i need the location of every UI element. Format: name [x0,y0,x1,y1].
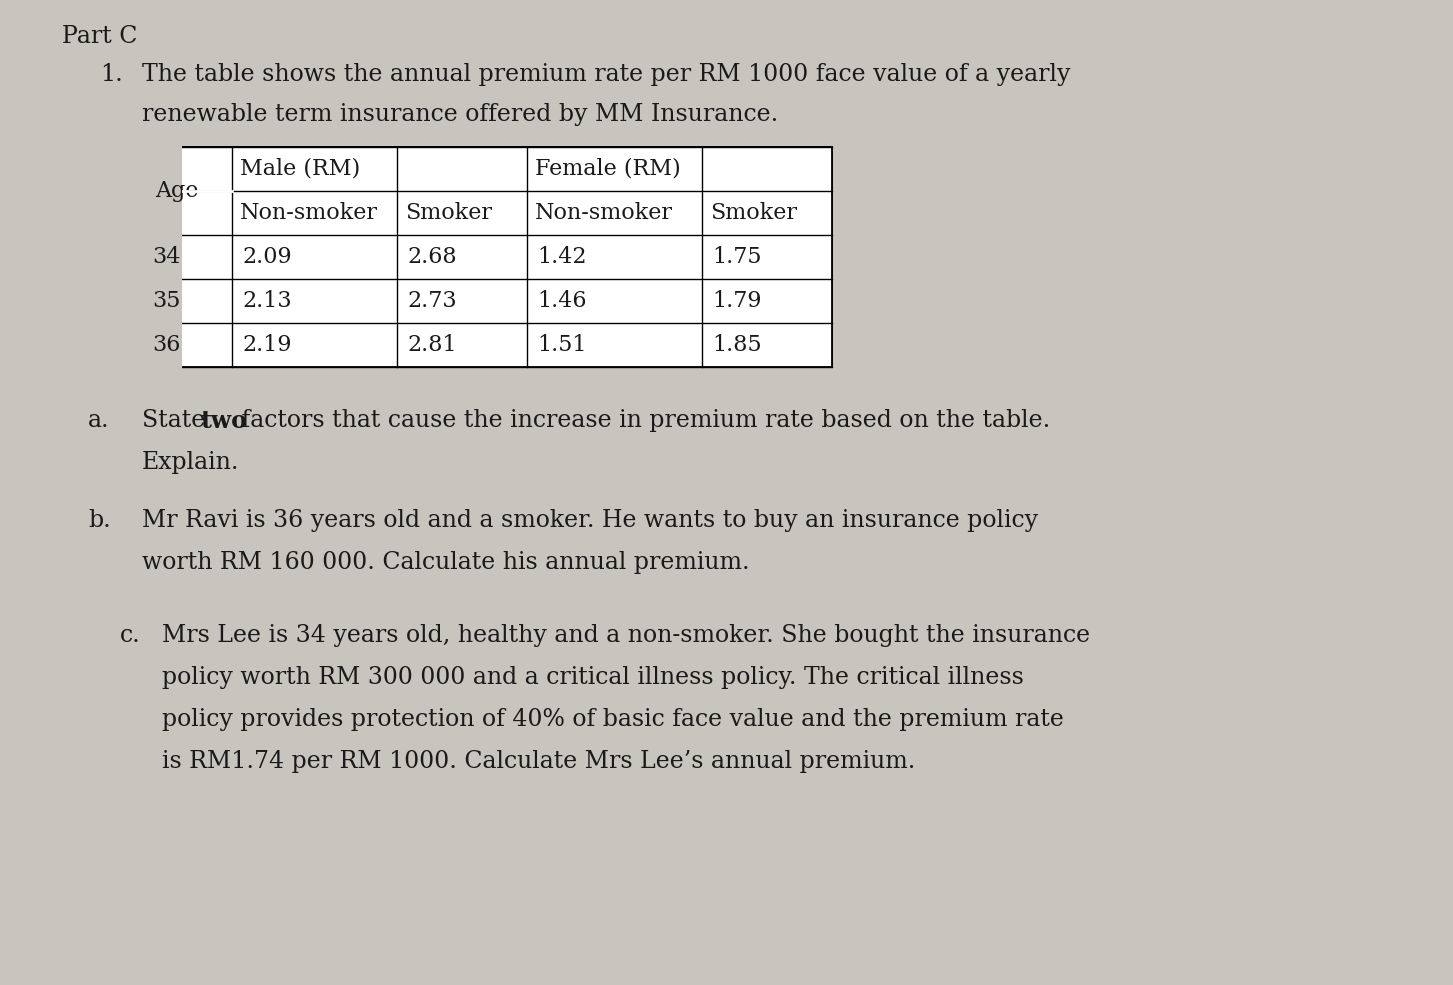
Text: Non-smoker: Non-smoker [240,202,378,224]
Text: c.: c. [121,624,141,647]
Text: Non-smoker: Non-smoker [535,202,673,224]
Text: Mr Ravi is 36 years old and a smoker. He wants to buy an insurance policy: Mr Ravi is 36 years old and a smoker. He… [142,509,1037,532]
Text: The table shows the annual premium rate per RM 1000 face value of a yearly: The table shows the annual premium rate … [142,63,1071,86]
Text: State: State [142,409,212,432]
Text: Age: Age [155,180,199,202]
Text: policy provides protection of 40% of basic face value and the premium rate: policy provides protection of 40% of bas… [161,708,1064,731]
Text: 1.79: 1.79 [712,290,761,312]
Text: policy worth RM 300 000 and a critical illness policy. The critical illness: policy worth RM 300 000 and a critical i… [161,666,1024,689]
Text: Mrs Lee is 34 years old, healthy and a non-smoker. She bought the insurance: Mrs Lee is 34 years old, healthy and a n… [161,624,1090,647]
Text: is RM1.74 per RM 1000. Calculate Mrs Lee’s annual premium.: is RM1.74 per RM 1000. Calculate Mrs Lee… [161,750,915,773]
Text: 1.51: 1.51 [538,334,587,356]
Text: 2.73: 2.73 [407,290,456,312]
Text: Female (RM): Female (RM) [535,158,681,180]
Text: worth RM 160 000. Calculate his annual premium.: worth RM 160 000. Calculate his annual p… [142,551,750,574]
Text: 34: 34 [153,246,180,268]
Text: 2.13: 2.13 [243,290,292,312]
Text: 2.81: 2.81 [407,334,456,356]
Text: 1.42: 1.42 [538,246,587,268]
FancyBboxPatch shape [142,147,833,367]
Text: Part C: Part C [62,25,138,48]
Text: two: two [201,409,247,433]
Text: 1.: 1. [100,63,122,86]
Text: factors that cause the increase in premium rate based on the table.: factors that cause the increase in premi… [234,409,1051,432]
Text: 36: 36 [153,334,180,356]
Text: Smoker: Smoker [711,202,798,224]
Text: Explain.: Explain. [142,451,240,474]
Text: 2.68: 2.68 [407,246,456,268]
Text: b.: b. [89,509,110,532]
Text: 1.85: 1.85 [712,334,761,356]
Text: 1.75: 1.75 [712,246,761,268]
Text: a.: a. [89,409,109,432]
Text: 2.09: 2.09 [243,246,292,268]
Text: renewable term insurance offered by MM Insurance.: renewable term insurance offered by MM I… [142,103,779,126]
Text: Male (RM): Male (RM) [240,158,360,180]
Text: 2.19: 2.19 [243,334,292,356]
Text: 1.46: 1.46 [538,290,587,312]
Text: Smoker: Smoker [405,202,493,224]
Text: 35: 35 [153,290,180,312]
